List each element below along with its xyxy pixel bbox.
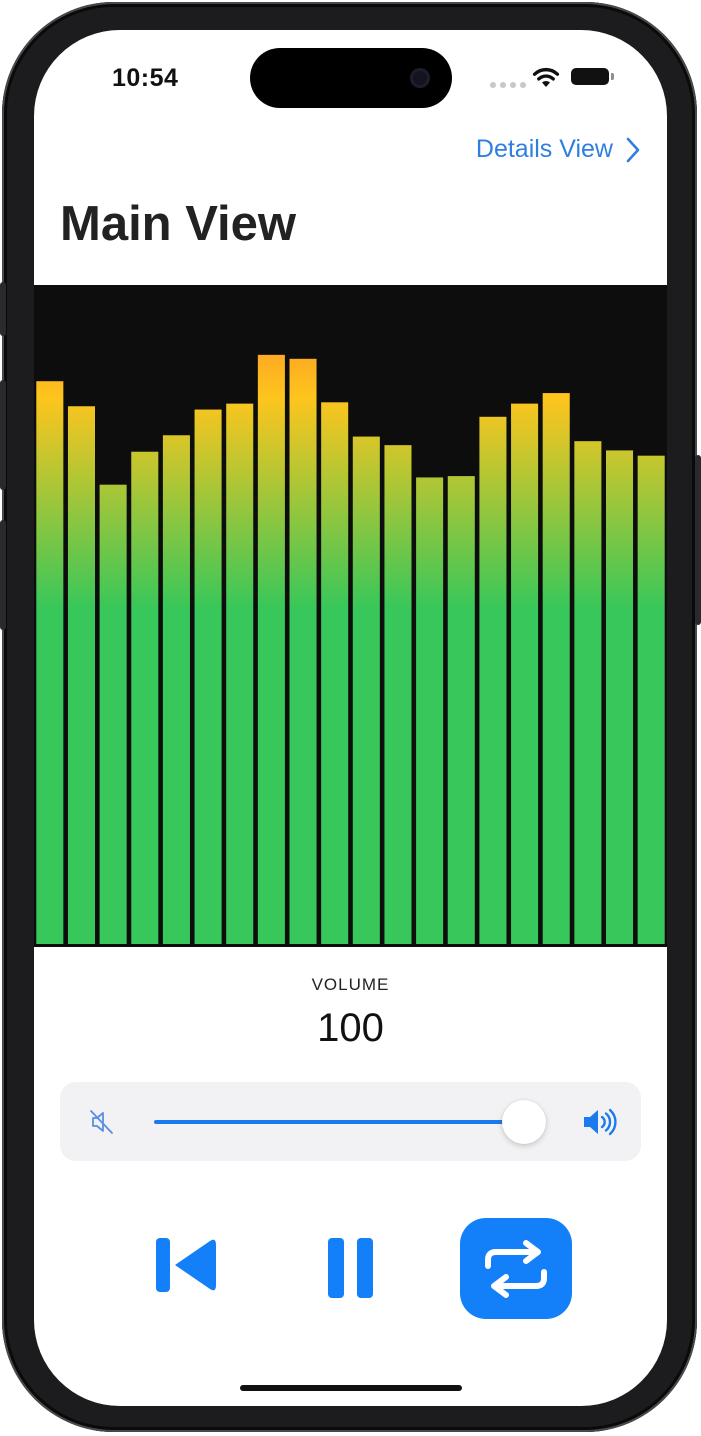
visualizer-bar — [542, 393, 570, 944]
visualizer-bar — [289, 358, 317, 944]
page-title: Main View — [60, 197, 297, 251]
signal-icon — [490, 82, 526, 88]
details-view-label: Details View — [475, 135, 613, 163]
volume-slider-thumb[interactable] — [502, 1100, 546, 1144]
action-button — [0, 282, 6, 336]
audio-visualizer — [34, 285, 667, 947]
visualizer-bar — [479, 416, 507, 944]
screen: 10:54 Details View Main View — [34, 30, 667, 1406]
visualizer-bar — [194, 409, 222, 944]
pause-icon — [328, 1238, 373, 1298]
status-bar: 10:54 — [34, 30, 667, 130]
pause-button[interactable] — [325, 1236, 375, 1305]
backward-end-icon — [156, 1238, 216, 1292]
details-view-link[interactable]: Details View — [476, 135, 641, 164]
battery-icon — [571, 68, 614, 85]
volume-down-button — [0, 520, 6, 630]
status-time: 10:54 — [112, 64, 179, 92]
visualizer-bar — [511, 403, 539, 944]
volume-caption: VOLUME — [311, 975, 390, 994]
visualizer-bar — [131, 451, 159, 944]
volume-slider-track[interactable] — [154, 1120, 524, 1124]
speaker-wave-icon — [584, 1108, 617, 1136]
visualizer-bar — [99, 484, 127, 944]
volume-up-button — [0, 380, 6, 490]
repeat-icon — [485, 1240, 547, 1298]
power-button — [695, 455, 701, 625]
visualizer-bar — [384, 445, 412, 944]
visualizer-bar — [606, 450, 634, 944]
visualizer-bar — [67, 406, 95, 944]
home-indicator — [240, 1385, 462, 1391]
visualizer-bar — [447, 476, 475, 944]
volume-slider-panel — [60, 1082, 641, 1161]
previous-button[interactable] — [150, 1235, 220, 1300]
visualizer-bar — [321, 402, 349, 944]
visualizer-bar — [574, 441, 602, 944]
visualizer-bar — [637, 455, 665, 944]
chevron-right-icon — [626, 137, 640, 162]
visualizer-bar — [162, 435, 190, 944]
volume-value: 100 — [317, 1006, 384, 1050]
visualizer-bar — [36, 381, 64, 945]
visualizer-bar — [226, 403, 254, 944]
visualizer-bar — [416, 477, 444, 944]
repeat-button[interactable] — [460, 1218, 572, 1319]
speaker-mute-icon — [90, 1110, 113, 1134]
camera-icon — [410, 68, 430, 88]
visualizer-bars — [36, 354, 665, 945]
visualizer-bar — [257, 354, 285, 945]
visualizer-bar — [352, 436, 380, 944]
dynamic-island — [250, 48, 452, 108]
wifi-icon — [532, 67, 560, 87]
